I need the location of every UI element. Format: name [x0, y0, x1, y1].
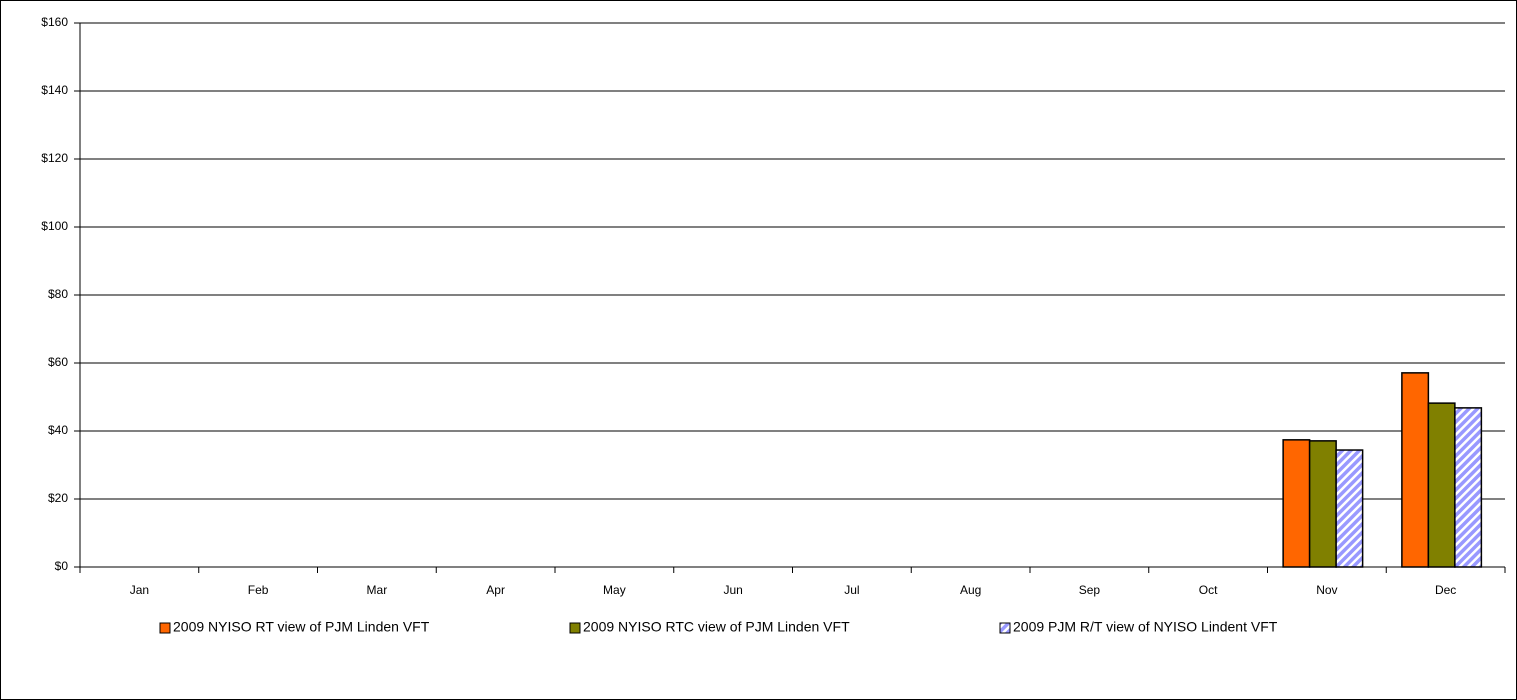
legend-label: 2009 NYISO RTC view of PJM Linden VFT — [583, 619, 850, 635]
legend-label: 2009 NYISO RT view of PJM Linden VFT — [173, 619, 430, 635]
y-tick-label: $80 — [48, 287, 68, 301]
legend-swatch — [999, 622, 1011, 634]
y-tick-label: $0 — [55, 559, 69, 573]
bar — [1427, 402, 1456, 568]
x-tick-label: Sep — [1079, 583, 1101, 597]
legend: 2009 NYISO RT view of PJM Linden VFT 2009… — [159, 619, 1278, 635]
x-tick-label: Feb — [248, 583, 269, 597]
x-tick-label: Jun — [723, 583, 742, 597]
bar — [1401, 372, 1430, 568]
bar — [1454, 407, 1483, 568]
x-tick-label: Apr — [486, 583, 505, 597]
y-tick-label: $20 — [48, 491, 68, 505]
y-tick-label: $60 — [48, 355, 68, 369]
x-tick-label: May — [603, 583, 626, 597]
bar — [1335, 449, 1364, 568]
x-tick-label: Aug — [960, 583, 981, 597]
legend-swatch — [569, 622, 581, 634]
y-tick-label: $40 — [48, 423, 68, 437]
y-tick-label: $120 — [41, 151, 68, 165]
x-tick-label: Oct — [1199, 583, 1218, 597]
x-tick-label: Jan — [130, 583, 149, 597]
bar — [1308, 440, 1337, 568]
x-tick-label: Nov — [1316, 583, 1337, 597]
legend-swatch — [159, 622, 171, 634]
x-tick-label: Mar — [367, 583, 388, 597]
y-tick-label: $160 — [41, 15, 68, 29]
bar — [1282, 439, 1311, 568]
y-tick-label: $140 — [41, 83, 68, 97]
x-tick-label: Jul — [844, 583, 859, 597]
legend-label: 2009 PJM R/T view of NYISO Lindent VFT — [1013, 619, 1278, 635]
y-tick-label: $100 — [41, 219, 68, 233]
x-tick-label: Dec — [1435, 583, 1456, 597]
